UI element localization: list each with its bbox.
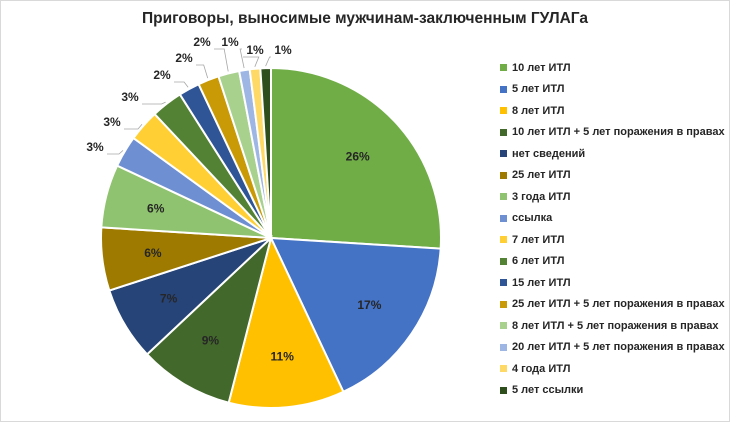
- legend-swatch: [500, 64, 507, 72]
- legend-swatch: [500, 85, 507, 93]
- data-label: 6%: [147, 201, 165, 215]
- legend-item: нет сведений: [500, 143, 725, 165]
- pie-slice: [270, 66, 442, 250]
- legend-label: 8 лет ИТЛ + 5 лет поражения в правах: [512, 319, 719, 332]
- legend-item: 3 года ИТЛ: [500, 186, 725, 208]
- leader-line: [214, 48, 229, 72]
- legend-label: 3 года ИТЛ: [512, 190, 571, 203]
- leader-line: [142, 101, 166, 105]
- data-label: 9%: [202, 333, 220, 347]
- legend-swatch: [500, 257, 507, 265]
- legend-item: 25 лет ИТЛ: [500, 165, 725, 187]
- legend-item: 10 лет ИТЛ + 5 лет поражения в правах: [500, 122, 725, 144]
- legend-swatch: [500, 236, 507, 244]
- data-label: 3%: [121, 90, 139, 104]
- legend-label: 20 лет ИТЛ + 5 лет поражения в правах: [512, 341, 725, 354]
- legend-swatch: [500, 365, 507, 373]
- data-label: 2%: [153, 68, 171, 82]
- legend-item: 7 лет ИТЛ: [500, 229, 725, 251]
- chart-legend: 10 лет ИТЛ 5 лет ИТЛ 8 лет ИТЛ 10 лет ИТЛ +…: [500, 57, 725, 401]
- legend-label: 4 года ИТЛ: [512, 362, 571, 375]
- leader-line: [107, 150, 124, 155]
- pie-slice: [259, 66, 272, 239]
- legend-item: 8 лет ИТЛ + 5 лет поражения в правах: [500, 315, 725, 337]
- pie-data-labels: 26%17%11%9%7%6%6%3%3%3%2%2%2% 1%1% 1%: [86, 35, 381, 364]
- legend-item: 6 лет ИТЛ: [500, 251, 725, 273]
- leader-line: [174, 81, 189, 88]
- data-label: 2%: [193, 35, 211, 49]
- pie-slice: [269, 236, 442, 394]
- data-label: 26%: [346, 150, 370, 164]
- legend-item: 25 лет ИТЛ + 5 лет поражения в правах: [500, 294, 725, 316]
- data-label: 2%: [175, 51, 193, 65]
- legend-label: 7 лет ИТЛ: [512, 233, 565, 246]
- leader-line: [124, 124, 143, 130]
- legend-label: 10 лет ИТЛ + 5 лет поражения в правах: [512, 126, 725, 139]
- leader-line: [196, 64, 209, 79]
- chart-title: Приговоры, выносимые мужчинам-заключенны…: [142, 10, 588, 27]
- legend-swatch: [500, 322, 507, 330]
- data-label: 3%: [103, 115, 121, 129]
- data-label: 11%: [271, 350, 295, 364]
- legend-swatch: [500, 107, 507, 115]
- legend-item: 20 лет ИТЛ + 5 лет поражения в правах: [500, 337, 725, 359]
- legend-item: 4 года ИТЛ: [500, 358, 725, 380]
- legend-swatch: [500, 386, 507, 394]
- legend-label: 5 лет ссылки: [512, 384, 584, 397]
- data-label: 1%: [246, 43, 264, 57]
- legend-swatch: [500, 193, 507, 201]
- legend-item: 15 лет ИТЛ: [500, 272, 725, 294]
- legend-item: ссылка: [500, 208, 725, 230]
- data-label: 1%: [221, 35, 239, 49]
- legend-item: 8 лет ИТЛ: [500, 100, 725, 122]
- pie-slices: [100, 66, 442, 409]
- pie-slice: [145, 234, 273, 404]
- legend-swatch: [500, 279, 507, 287]
- legend-swatch: [500, 214, 507, 222]
- legend-label: ссылка: [512, 212, 553, 225]
- leader-line: [265, 56, 271, 67]
- legend-label: 5 лет ИТЛ: [512, 83, 565, 96]
- legend-label: 6 лет ИТЛ: [512, 255, 565, 268]
- leader-line: [239, 48, 245, 69]
- leader-line: [243, 56, 260, 67]
- legend-item: 5 лет ссылки: [500, 380, 725, 402]
- legend-item: 10 лет ИТЛ: [500, 57, 725, 79]
- data-label: 7%: [160, 292, 178, 306]
- legend-swatch: [500, 150, 507, 158]
- legend-swatch: [500, 343, 507, 351]
- legend-item: 5 лет ИТЛ: [500, 79, 725, 101]
- legend-label: 25 лет ИТЛ: [512, 169, 571, 182]
- data-label: 17%: [357, 298, 381, 312]
- legend-swatch: [500, 300, 507, 308]
- legend-label: нет сведений: [512, 147, 586, 160]
- data-label: 3%: [86, 140, 104, 154]
- legend-swatch: [500, 171, 507, 179]
- legend-label: 15 лет ИТЛ: [512, 276, 571, 289]
- data-label: 1%: [274, 43, 292, 57]
- data-label: 6%: [144, 246, 162, 260]
- legend-swatch: [500, 128, 507, 136]
- pie-slice: [227, 235, 345, 409]
- legend-label: 10 лет ИТЛ: [512, 61, 571, 74]
- legend-label: 8 лет ИТЛ: [512, 104, 565, 117]
- legend-label: 25 лет ИТЛ + 5 лет поражения в правах: [512, 298, 725, 311]
